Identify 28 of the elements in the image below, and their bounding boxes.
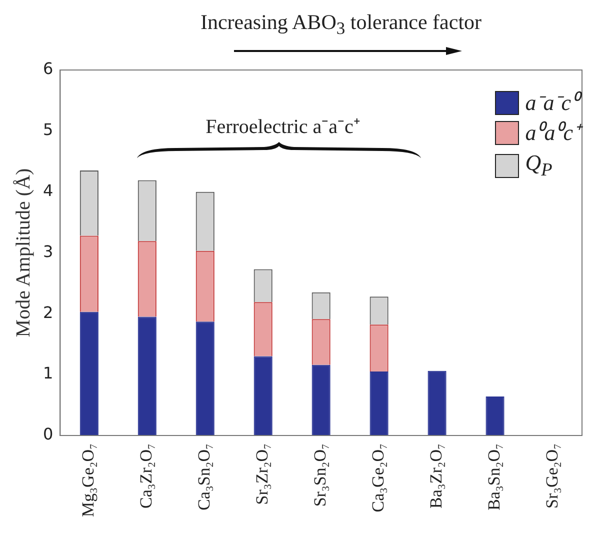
- bar: [254, 356, 272, 436]
- x-tick-label: Ca₃Ge₂O₇: [368, 443, 388, 512]
- annotation: Ferroelectric a⁻a⁻c⁺: [204, 115, 362, 139]
- bar: [486, 396, 504, 436]
- x-tick-label: Ba₃Sn₂O₇: [484, 443, 504, 510]
- y-tick-label: 4: [42, 180, 54, 200]
- x-tick-label: Ba₃Zr₂O₇: [426, 443, 446, 509]
- bar: [370, 372, 388, 436]
- legend-label: Q$_{P}$: [525, 149, 552, 182]
- y-axis-title: Mode Amplitude (Å): [12, 168, 34, 338]
- x-tick-label: Sr₃Zr₂O₇: [252, 443, 272, 505]
- y-tick-label: 0: [42, 424, 54, 444]
- x-tick-label: Ca₃Sn₂O₇: [194, 443, 214, 510]
- chart-title: Increasing ABO$_{3}$ tolerance factor: [199, 10, 483, 40]
- bar: [196, 322, 214, 436]
- x-tick-label: Sr₃Ge₂O₇: [542, 443, 562, 509]
- bar: [80, 312, 98, 436]
- bar: [138, 316, 156, 436]
- y-tick-label: 6: [42, 59, 54, 78]
- x-tick-label: Sr₃Sn₂O₇: [310, 443, 330, 507]
- y-tick-label: 5: [42, 120, 54, 140]
- y-tick-label: 3: [42, 242, 54, 261]
- y-tick-label: 2: [42, 302, 54, 322]
- x-tick-label: Ca₃Zr₂O₇: [136, 443, 156, 509]
- bar: [428, 370, 446, 436]
- y-tick-label: 1: [42, 364, 54, 383]
- bar: [312, 364, 330, 436]
- x-tick-label: Mg₃Ge₂O₇: [78, 443, 98, 518]
